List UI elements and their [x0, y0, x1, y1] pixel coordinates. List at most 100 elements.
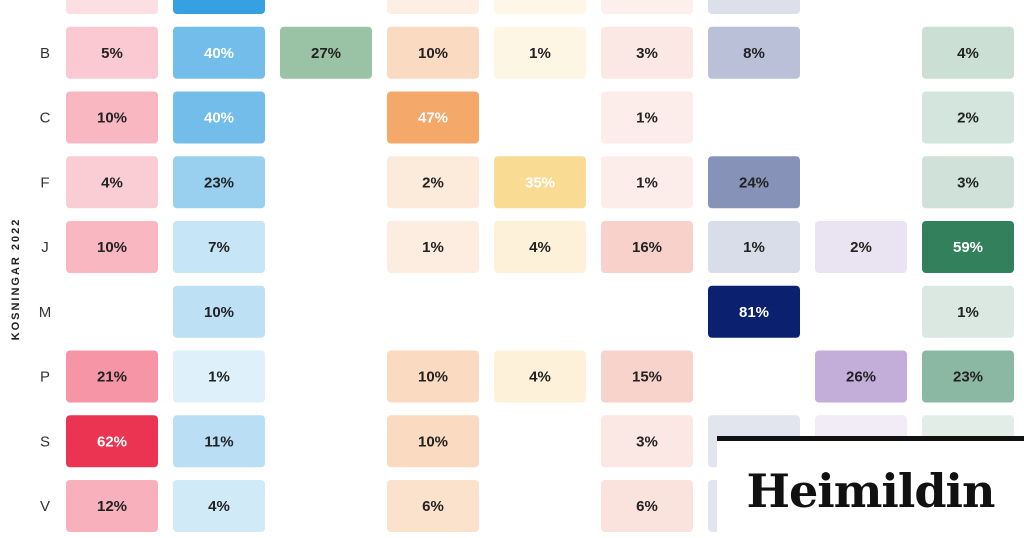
cell-label-p-5: 15%: [632, 369, 662, 386]
heatmap-cell-b-8: [922, 26, 1014, 79]
heatmap-cell-m-1: [173, 285, 265, 338]
heatmap-cell-c-1: [173, 91, 265, 144]
heatmap-cell-c-3: [387, 91, 479, 144]
cell-label-v-1: 4%: [208, 498, 230, 515]
heatmap-cell-p-8: [922, 350, 1014, 403]
heatmap-cell-v-3: [387, 480, 479, 532]
row-label-j: J: [41, 239, 49, 256]
cell-label-p-0: 21%: [97, 369, 127, 386]
cell-label-s-0: 62%: [97, 433, 127, 450]
heatmap-cell-m-6: [708, 285, 800, 338]
heatmap-cell-c-8: [922, 91, 1014, 144]
logo-text: Heimildin: [746, 463, 996, 518]
cell-label-f-1: 23%: [204, 174, 234, 191]
row-label-f: F: [40, 174, 49, 191]
heatmap-cell-top-4: [494, 0, 586, 14]
cell-label-b-6: 8%: [743, 45, 765, 62]
heatmap-cell-top-1: [173, 0, 265, 14]
cell-label-p-8: 23%: [953, 369, 983, 386]
cell-label-m-8: 1%: [957, 304, 979, 321]
heatmap-cell-p-4: [494, 350, 586, 403]
heatmap-cell-c-0: [66, 91, 158, 144]
cell-label-j-1: 7%: [208, 239, 230, 256]
cell-label-v-5: 6%: [636, 498, 658, 515]
row-label-m: M: [39, 304, 52, 321]
heatmap-cell-s-3: [387, 415, 479, 468]
cell-label-b-8: 4%: [957, 45, 979, 62]
heatmap-cell-m-8: [922, 285, 1014, 338]
cell-label-f-8: 3%: [957, 174, 979, 191]
heatmap-cell-b-5: [601, 26, 693, 79]
cell-label-c-3: 47%: [418, 110, 448, 127]
heatmap-cell-top-6: [708, 0, 800, 14]
y-axis-title-text: KOSNINGAR 2022: [10, 218, 22, 341]
heatmap-cell-f-6: [708, 156, 800, 209]
heatmap-cell-j-3: [387, 221, 479, 273]
heatmap-cell-p-5: [601, 350, 693, 403]
cell-label-f-6: 24%: [739, 174, 769, 191]
heatmap-cell-f-1: [173, 156, 265, 209]
heatmap-cell-top-3: [387, 0, 479, 14]
y-axis-title: KOSNINGAR 2022: [10, 218, 22, 341]
cell-label-f-4: 35%: [525, 174, 555, 191]
heatmap-cells: 5% 40% 27% 10% 1% 3% 8% 4% 10% 40% 47% 1% 2% 4% 23% 2% 3…: [66, 0, 1014, 532]
heatmap-cell-s-5: [601, 415, 693, 468]
row-label-b: B: [40, 45, 50, 62]
cell-label-p-4: 4%: [529, 369, 551, 386]
row-label-v: V: [40, 498, 50, 515]
cell-label-j-7: 2%: [850, 239, 872, 256]
cell-label-p-3: 10%: [418, 369, 448, 386]
cell-label-s-3: 10%: [418, 433, 448, 450]
cell-label-p-1: 1%: [208, 369, 230, 386]
heatmap-cell-b-4: [494, 26, 586, 79]
cell-label-v-3: 6%: [422, 498, 444, 515]
heatmap-cell-top-0: [66, 0, 158, 14]
heatmap-cell-j-7: [815, 221, 907, 273]
cell-label-s-1: 11%: [204, 433, 233, 450]
heatmap-cell-v-5: [601, 480, 693, 532]
heatmap-cell-j-6: [708, 221, 800, 273]
heatmap-cell-j-0: [66, 221, 158, 273]
cell-label-j-5: 16%: [632, 239, 662, 256]
heatmap-cell-p-7: [815, 350, 907, 403]
cell-label-f-0: 4%: [101, 174, 123, 191]
heatmap-cell-s-1: [173, 415, 265, 468]
cell-label-b-0: 5%: [101, 45, 123, 62]
cell-label-m-1: 10%: [204, 304, 234, 321]
row-label-s: S: [40, 433, 50, 450]
heatmap-cell-b-1: [173, 26, 265, 79]
heatmap-cell-b-2: [280, 26, 372, 79]
heatmap-cell-c-5: [601, 91, 693, 144]
row-label-c: C: [40, 110, 51, 127]
heatmap-cell-b-3: [387, 26, 479, 79]
row-labels: B C F J M P S V: [39, 45, 52, 515]
heatmap-cell-p-0: [66, 350, 158, 403]
heimildin-logo: Heimildin: [717, 436, 1024, 538]
heatmap-cell-b-0: [66, 26, 158, 79]
heatmap-cell-p-1: [173, 350, 265, 403]
heatmap-cell-v-1: [173, 480, 265, 532]
cell-label-j-0: 10%: [97, 239, 127, 256]
cell-label-j-8: 59%: [953, 239, 983, 256]
heatmap-cell-j-4: [494, 221, 586, 273]
heatmap-cell-p-3: [387, 350, 479, 403]
cell-label-j-3: 1%: [422, 239, 444, 256]
heatmap-cell-f-0: [66, 156, 158, 209]
heatmap-cell-s-0: [66, 415, 158, 468]
row-label-p: P: [40, 369, 50, 386]
heatmap-cell-f-4: [494, 156, 586, 209]
heatmap-cell-v-0: [66, 480, 158, 532]
cell-label-c-5: 1%: [636, 110, 658, 127]
cell-label-p-7: 26%: [846, 369, 876, 386]
heatmap-cell-j-5: [601, 221, 693, 273]
cell-label-j-6: 1%: [743, 239, 765, 256]
cell-label-f-5: 1%: [636, 174, 658, 191]
cell-label-f-3: 2%: [422, 174, 444, 191]
cell-label-m-6: 81%: [739, 304, 769, 321]
heatmap-cell-f-3: [387, 156, 479, 209]
heatmap-cell-b-6: [708, 26, 800, 79]
cell-label-b-3: 10%: [418, 45, 448, 62]
cell-label-b-5: 3%: [636, 45, 658, 62]
cell-label-b-1: 40%: [204, 45, 234, 62]
